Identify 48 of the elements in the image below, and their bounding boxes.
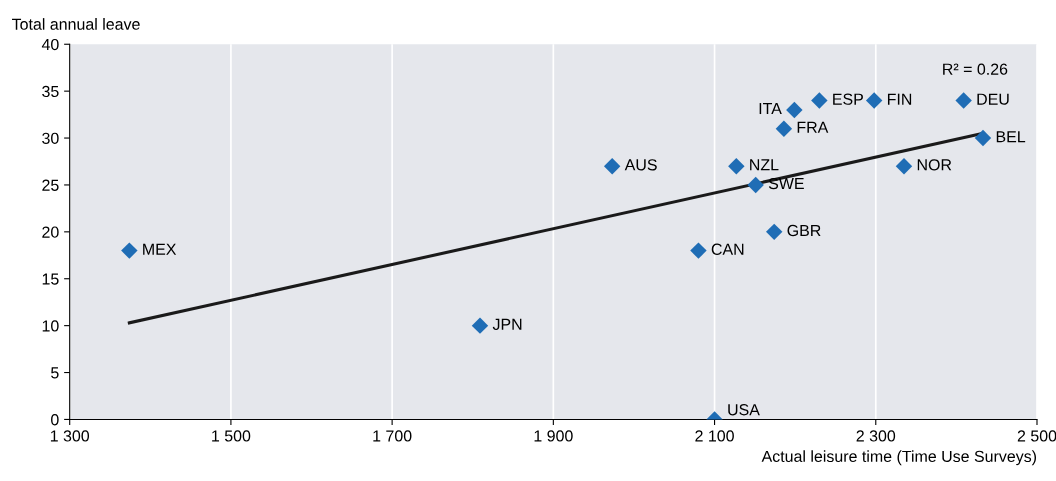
x-axis-title: Actual leisure time (Time Use Surveys) bbox=[761, 450, 1037, 466]
annotation: GBR bbox=[787, 224, 821, 237]
annotation: JPN bbox=[492, 318, 522, 330]
annotation: ITA bbox=[759, 103, 782, 115]
annotation: USA bbox=[728, 404, 760, 416]
y-tick-label: 40 bbox=[41, 38, 59, 51]
annotation: CAN bbox=[711, 243, 744, 255]
x-tick-label: 1 700 bbox=[373, 430, 412, 442]
annotation: R² = 0.26 bbox=[943, 63, 1008, 75]
point bbox=[728, 157, 745, 175]
x-tick-label: 1 900 bbox=[534, 430, 573, 442]
y-tick-label: 30 bbox=[42, 132, 59, 144]
point bbox=[865, 92, 883, 109]
y-tick-label: 5 bbox=[51, 367, 59, 379]
point bbox=[974, 129, 992, 147]
point bbox=[747, 176, 764, 194]
point bbox=[775, 120, 793, 137]
annotation: AUS bbox=[624, 159, 657, 171]
point bbox=[471, 317, 489, 334]
point bbox=[786, 101, 803, 119]
x-tick-label: 2 300 bbox=[856, 430, 896, 442]
point bbox=[603, 157, 621, 175]
x-tick-label: 1 300 bbox=[50, 430, 90, 442]
annotation: FRA bbox=[797, 121, 829, 133]
annotation: SWE bbox=[768, 177, 804, 190]
annotation: MEX bbox=[143, 243, 177, 255]
annotation: ESP bbox=[833, 93, 863, 105]
point bbox=[895, 157, 913, 175]
y-axis-title: Total annual leave bbox=[12, 18, 140, 30]
annotation: NOR bbox=[917, 159, 952, 171]
x-tick-label: 2 500 bbox=[1017, 430, 1056, 442]
y-tick-label: 20 bbox=[42, 226, 59, 238]
y-tick-label: 0 bbox=[51, 414, 59, 426]
point bbox=[765, 223, 783, 241]
y-tick-label: 25 bbox=[42, 179, 59, 191]
x-tick-label: 2 100 bbox=[695, 430, 734, 442]
point bbox=[690, 242, 707, 259]
point bbox=[811, 92, 828, 109]
annotation: BEL bbox=[996, 131, 1026, 143]
point bbox=[121, 242, 138, 259]
annotation: FIN bbox=[887, 93, 912, 105]
x-tick-label: 1 500 bbox=[212, 430, 251, 442]
y-tick-label: 35 bbox=[42, 85, 59, 98]
annotation: NZL bbox=[750, 159, 779, 171]
y-tick-label: 15 bbox=[42, 273, 59, 285]
annotation: DEU bbox=[977, 93, 1009, 105]
point bbox=[955, 92, 972, 109]
y-tick-label: 10 bbox=[42, 320, 59, 332]
